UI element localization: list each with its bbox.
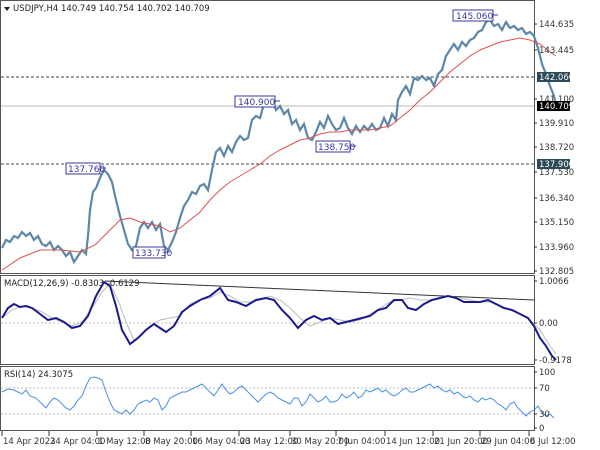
macd-title: MACD(12,26,9) -0.8303 -0.6129 (4, 279, 140, 289)
svg-text:1.0066: 1.0066 (539, 277, 569, 287)
svg-text:132.805: 132.805 (539, 267, 574, 277)
svg-text:138.720: 138.720 (539, 143, 574, 153)
macd-trendline (104, 280, 535, 301)
annotation-133730: 133.730 (132, 246, 172, 259)
svg-text:70: 70 (539, 384, 550, 394)
annotation-137760: 137.760 (65, 162, 106, 175)
level-tag-137900: 137.900 (537, 159, 574, 170)
svg-text:138.750: 138.750 (318, 143, 355, 153)
svg-text:145.060: 145.060 (456, 12, 493, 22)
svg-text:133.960: 133.960 (539, 243, 574, 253)
svg-text:0: 0 (539, 424, 544, 434)
svg-text:7 Jun 04:00: 7 Jun 04:00 (337, 437, 386, 447)
svg-text:24 Apr 04:00: 24 Apr 04:00 (50, 437, 105, 447)
svg-text:8 May 20:00: 8 May 20:00 (145, 437, 198, 447)
annotation-140900: 140.900 (234, 95, 280, 108)
rsi-title: RSI(14) 24.3075 (4, 370, 73, 380)
svg-text:-0.9178: -0.9178 (539, 356, 572, 366)
svg-text:140.709: 140.709 (539, 102, 574, 112)
svg-text:137.900: 137.900 (539, 160, 574, 170)
rsi-axis: 100 70 30 0 (534, 368, 555, 434)
price-axis: 144.635 143.445 141.100 139.910 138.720 … (534, 20, 574, 277)
svg-text:21 Jun 20:00: 21 Jun 20:00 (434, 437, 488, 447)
symbol-ohlc-label: USDJPY,H4 140.749 140.754 140.702 140.70… (13, 4, 210, 14)
svg-text:0.00: 0.00 (539, 319, 558, 329)
svg-text:144.635: 144.635 (539, 20, 574, 30)
level-tag-142060: 142.060 (537, 72, 574, 83)
candlestick-series (1, 18, 558, 265)
svg-text:136.340: 136.340 (539, 194, 574, 204)
rsi-panel-frame (0, 366, 535, 431)
svg-text:143.445: 143.445 (539, 46, 574, 56)
dropdown-triangle-icon[interactable] (4, 7, 10, 11)
svg-text:30 May 20:00: 30 May 20:00 (291, 437, 349, 447)
time-axis: 14 Apr 2023 24 Apr 04:00 1 May 12:00 8 M… (1, 431, 576, 447)
svg-text:137.530: 137.530 (539, 168, 574, 178)
svg-text:1 May 12:00: 1 May 12:00 (98, 437, 151, 447)
rsi-line (1, 376, 555, 419)
macd-main-line (1, 280, 557, 361)
svg-text:30: 30 (539, 410, 550, 420)
svg-text:142.060: 142.060 (539, 73, 574, 83)
svg-text:14 Jun 12:00: 14 Jun 12:00 (386, 437, 440, 447)
svg-text:100: 100 (539, 368, 555, 378)
current-price-tag: 140.709 (537, 101, 574, 112)
svg-text:135.150: 135.150 (539, 218, 574, 228)
macd-panel-frame (0, 275, 535, 365)
price-panel-frame (0, 0, 535, 274)
symbol-header[interactable]: USDJPY,H4 140.749 140.754 140.702 140.70… (4, 4, 210, 14)
svg-text:14 Apr 2023: 14 Apr 2023 (3, 437, 56, 447)
moving-average-line (1, 37, 557, 271)
svg-text:137.760: 137.760 (68, 165, 105, 175)
annotation-138750: 138.750 (315, 140, 356, 153)
macd-axis: 1.0066 0.00 -0.9178 (534, 277, 572, 366)
svg-text:139.910: 139.910 (539, 119, 574, 129)
svg-text:140.900: 140.900 (238, 98, 275, 108)
svg-text:133.730: 133.730 (135, 249, 172, 259)
macd-signal-line (1, 283, 557, 355)
svg-text:141.100: 141.100 (539, 95, 574, 105)
annotation-145060: 145.060 (452, 9, 498, 22)
svg-text:23 May 12:00: 23 May 12:00 (240, 437, 298, 447)
svg-text:29 Jun 04:00: 29 Jun 04:00 (481, 437, 535, 447)
svg-text:16 May 04:00: 16 May 04:00 (192, 437, 250, 447)
svg-text:6 Jul 12:00: 6 Jul 12:00 (530, 437, 576, 447)
